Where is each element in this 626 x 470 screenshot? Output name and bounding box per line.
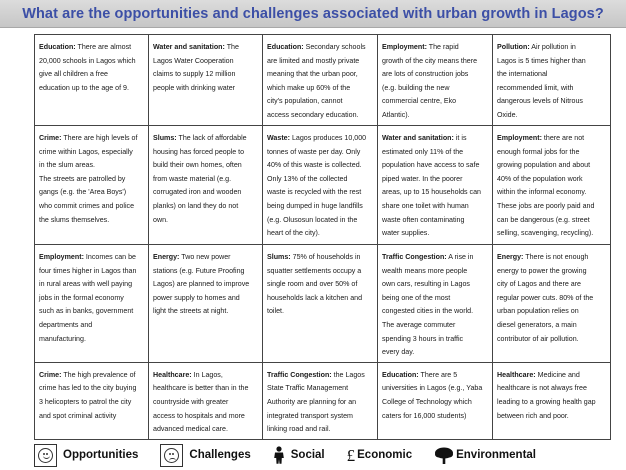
table-row: Education: There are almost 20,000 schoo… [34,34,611,126]
tree-icon [435,447,454,464]
cell-text: A rise in wealth means more people own c… [382,253,474,357]
cell-text: The Lagos Water Cooperation claims to su… [153,43,239,92]
legend-label: Environmental [456,449,536,461]
legend-item-challenges: Challenges [160,443,251,467]
cell-heading: Crime: [39,134,62,142]
sad-face-icon [164,447,180,463]
grid-cell: Education: There are 5 universities in L… [377,361,493,440]
cell-heading: Water and sanitation: [382,134,454,142]
cell-text: There are high levels of crime within La… [39,134,138,224]
grid-cell: Energy: Two new power stations (e.g. Fut… [148,244,263,363]
cell-text: There are 5 universities in Lagos (e.g.,… [382,370,483,420]
cell-text: Secondary schools are limited and mostly… [267,43,366,119]
cell-text: The high prevalence of crime has led to … [39,370,137,420]
grid-cell: Water and sanitation: it is estimated on… [377,125,493,245]
smiley-face-icon [38,447,53,463]
issues-grid: Education: There are almost 20,000 schoo… [34,34,611,440]
legend-box [34,443,57,467]
cell-text: There are almost 20,000 schools in Lagos… [39,43,136,92]
grid-cell: Pollution: Air pollution in Lagos is 5 t… [492,34,611,126]
cell-text: In Lagos, healthcare is better than in t… [153,370,249,434]
cell-text: Air pollution in Lagos is 5 times higher… [497,43,586,119]
cell-text: it is estimated only 11% of the populati… [382,134,481,238]
person-icon [273,446,284,464]
cell-heading: Water and sanitation: [153,43,225,51]
cell-heading: Healthcare: [497,370,536,379]
legend-item-environmental: Environmental [434,447,536,464]
cell-heading: Education: [382,370,419,379]
cell-text: the Lagos State Traffic Management Autho… [267,370,365,434]
grid-cell: Crime: The high prevalence of crime has … [34,361,149,440]
grid-cell: Waste: Lagos produces 10,000 tonnes of w… [262,125,378,245]
cell-heading: Energy: [153,253,180,261]
legend-item-social: Social [273,446,325,464]
cell-heading: Education: [39,43,76,51]
grid-cell: Slums: 75% of households in squatter set… [262,244,378,363]
cell-heading: Traffic Congestion: [382,253,447,261]
grid-cell: Traffic Congestion: the Lagos State Traf… [262,361,378,440]
cell-text: Two new power stations (e.g. Future Proo… [153,253,250,316]
cell-text: 75% of households in squatter settlement… [267,253,363,316]
cell-heading: Education: [267,43,304,51]
cell-heading: Traffic Congestion: [267,370,332,379]
table-row: Crime: The high prevalence of crime has … [34,361,611,440]
grid-cell: Employment: Incomes can be four times hi… [34,244,149,363]
grid-cell: Energy: There is not enough energy to po… [492,244,611,363]
legend-label: Challenges [189,449,251,461]
table-row: Crime: There are high levels of crime wi… [34,125,611,245]
grid-cell: Healthcare: Medicine and healthcare is n… [492,361,611,440]
cell-heading: Employment: [382,43,427,51]
cell-heading: Slums: [267,253,291,261]
grid-cell: Water and sanitation: The Lagos Water Co… [148,34,263,126]
legend-box [160,443,184,467]
cell-heading: Healthcare: [153,370,192,379]
legend-item-economic: £ Economic [347,447,412,464]
grid-cell: Traffic Congestion: A rise in wealth mea… [377,244,493,363]
cell-heading: Energy: [497,253,524,261]
grid-cell: Employment: The rapid growth of the city… [377,34,493,126]
grid-cell: Education: There are almost 20,000 schoo… [34,34,149,126]
title-bar: What are the opportunities and challenge… [0,0,626,28]
legend-label: Economic [357,449,413,461]
grid-cell: Employment: there are not enough formal … [492,125,611,245]
cell-text: there are not enough formal jobs for the… [497,134,595,238]
cell-text: There is not enough energy to power the … [497,253,594,343]
pound-sign-icon: £ [346,445,356,465]
cell-heading: Waste: [267,134,290,142]
cell-text: Medicine and healthcare is not always fr… [497,370,596,420]
page-title: What are the opportunities and challenge… [22,5,604,22]
table-row: Employment: Incomes can be four times hi… [34,244,611,363]
legend-item-opportunities: Opportunities [34,443,139,467]
cell-heading: Pollution: [497,43,530,51]
grid-cell: Education: Secondary schools are limited… [262,34,378,126]
legend: Opportunities Challenges Social £ Econom… [34,442,610,468]
cell-heading: Slums: [153,134,177,142]
cell-text: Lagos produces 10,000 tonnes of waste pe… [267,134,367,238]
legend-label: Opportunities [63,449,139,461]
cell-heading: Employment: [497,134,542,142]
grid-cell: Slums: The lack of affordable housing ha… [148,125,263,245]
cell-text: Incomes can be four times higher in Lago… [39,253,137,343]
cell-heading: Crime: [39,370,62,379]
legend-label: Social [290,449,325,461]
cell-heading: Employment: [39,253,84,261]
grid-cell: Healthcare: In Lagos, healthcare is bett… [148,361,263,440]
cell-text: The lack of affordable housing has force… [153,134,247,224]
grid-cell: Crime: There are high levels of crime wi… [34,125,149,245]
cell-text: The rapid growth of the city means there… [382,43,478,119]
